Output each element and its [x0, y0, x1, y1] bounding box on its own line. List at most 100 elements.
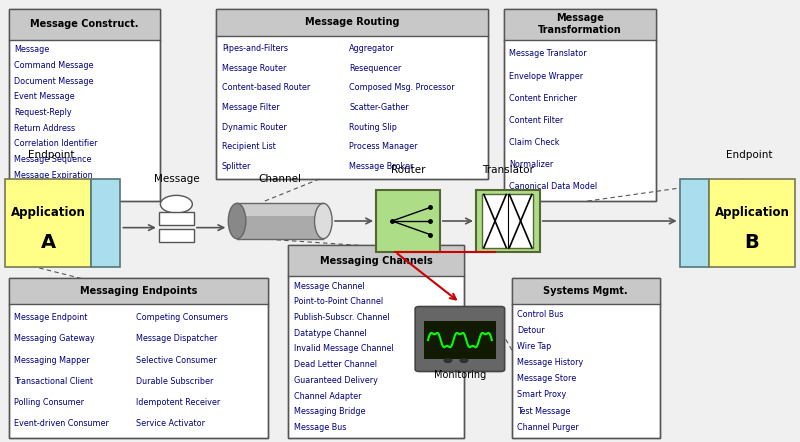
Bar — [376, 190, 440, 252]
Text: Channel Purger: Channel Purger — [518, 423, 579, 431]
Text: Message Sequence: Message Sequence — [14, 155, 92, 164]
Bar — [158, 212, 194, 225]
Text: Message Bus: Message Bus — [294, 423, 346, 432]
Text: Return Address: Return Address — [14, 124, 75, 133]
Text: Publish-Subscr. Channel: Publish-Subscr. Channel — [294, 313, 390, 322]
Text: Competing Consumers: Competing Consumers — [136, 313, 228, 322]
Bar — [9, 278, 268, 304]
Text: Envelope Wrapper: Envelope Wrapper — [510, 72, 583, 80]
Text: Channel Adapter: Channel Adapter — [294, 392, 362, 400]
Text: Messaging Mapper: Messaging Mapper — [14, 356, 90, 365]
Bar — [709, 179, 795, 267]
Text: Message Broker: Message Broker — [350, 162, 414, 171]
Bar — [9, 278, 268, 438]
Bar — [504, 9, 656, 201]
Text: Point-to-Point Channel: Point-to-Point Channel — [294, 297, 383, 306]
Text: Message Store: Message Store — [518, 374, 577, 383]
Text: Endpoint: Endpoint — [726, 150, 772, 160]
Text: Message Routing: Message Routing — [305, 17, 399, 27]
Text: Message Filter: Message Filter — [222, 103, 279, 112]
Text: Event-driven Consumer: Event-driven Consumer — [14, 419, 109, 428]
Text: Event Message: Event Message — [14, 92, 75, 101]
Circle shape — [460, 358, 468, 362]
Text: Canonical Data Model: Canonical Data Model — [510, 182, 598, 191]
Bar — [504, 9, 656, 201]
Text: Application: Application — [10, 206, 86, 219]
Text: Messaging Bridge: Messaging Bridge — [294, 407, 366, 416]
Bar — [504, 9, 656, 40]
Text: Test Message: Test Message — [518, 407, 570, 415]
Text: Selective Consumer: Selective Consumer — [136, 356, 217, 365]
Text: Content-based Router: Content-based Router — [222, 84, 310, 92]
Text: Aggregator: Aggregator — [350, 44, 395, 53]
Text: Format Indicator: Format Indicator — [14, 187, 81, 195]
Text: Monitoring: Monitoring — [434, 370, 486, 380]
Bar — [288, 245, 464, 438]
Text: Content Filter: Content Filter — [510, 116, 564, 125]
Text: Message: Message — [154, 174, 199, 184]
Bar — [9, 278, 268, 438]
Text: Channel: Channel — [258, 174, 302, 184]
Text: Message Channel: Message Channel — [294, 282, 364, 291]
Bar — [288, 245, 464, 438]
Text: A: A — [41, 233, 56, 252]
Text: Service Activator: Service Activator — [136, 419, 205, 428]
Text: Message Expiration: Message Expiration — [14, 171, 93, 180]
Text: Message Endpoint: Message Endpoint — [14, 313, 87, 322]
Text: Invalid Message Channel: Invalid Message Channel — [294, 344, 394, 354]
Text: Dead Letter Channel: Dead Letter Channel — [294, 360, 377, 369]
Bar — [91, 179, 121, 267]
Text: Document Message: Document Message — [14, 76, 94, 86]
Bar — [216, 9, 488, 36]
Text: Control Bus: Control Bus — [518, 310, 564, 319]
Text: Splitter: Splitter — [222, 162, 251, 171]
Text: Message History: Message History — [518, 358, 584, 367]
Text: Routing Slip: Routing Slip — [350, 122, 398, 132]
Bar — [237, 203, 323, 239]
Text: Message: Message — [14, 45, 50, 54]
Text: Smart Proxy: Smart Proxy — [518, 390, 566, 400]
Text: Message Router: Message Router — [222, 64, 286, 73]
Text: Resequencer: Resequencer — [350, 64, 402, 73]
Text: Guaranteed Delivery: Guaranteed Delivery — [294, 376, 378, 385]
Text: Pipes-and-Filters: Pipes-and-Filters — [222, 44, 288, 53]
Text: Messaging Channels: Messaging Channels — [320, 255, 433, 266]
Text: Datatype Channel: Datatype Channel — [294, 329, 366, 338]
Bar — [9, 9, 160, 201]
Text: Process Manager: Process Manager — [350, 142, 418, 151]
Text: Dynamic Router: Dynamic Router — [222, 122, 286, 132]
Text: B: B — [745, 233, 759, 252]
Text: Composed Msg. Processor: Composed Msg. Processor — [350, 84, 455, 92]
Bar — [216, 9, 488, 179]
Text: Normalizer: Normalizer — [510, 160, 554, 169]
Bar — [512, 278, 659, 438]
Circle shape — [160, 195, 192, 213]
Text: Durable Subscriber: Durable Subscriber — [136, 377, 213, 386]
Bar — [288, 245, 464, 276]
Text: Command Message: Command Message — [14, 61, 94, 70]
Bar — [9, 9, 160, 40]
Text: Correlation Identifier: Correlation Identifier — [14, 139, 98, 149]
Text: Scatter-Gather: Scatter-Gather — [350, 103, 409, 112]
Text: Polling Consumer: Polling Consumer — [14, 398, 84, 407]
Bar — [476, 190, 540, 252]
Text: Message Translator: Message Translator — [510, 50, 587, 58]
Bar — [679, 179, 709, 267]
Text: Message Construct.: Message Construct. — [30, 19, 138, 29]
Text: Messaging Endpoints: Messaging Endpoints — [80, 286, 197, 296]
Ellipse shape — [314, 203, 332, 239]
Ellipse shape — [228, 203, 246, 239]
Text: Content Enricher: Content Enricher — [510, 94, 578, 103]
Text: Router: Router — [390, 165, 426, 175]
Bar — [482, 194, 534, 248]
Text: Wire Tap: Wire Tap — [518, 342, 552, 351]
Text: Message
Transformation: Message Transformation — [538, 13, 622, 35]
Bar — [424, 321, 496, 359]
Text: Messaging Gateway: Messaging Gateway — [14, 335, 95, 343]
Text: Application: Application — [714, 206, 790, 219]
Text: Idempotent Receiver: Idempotent Receiver — [136, 398, 220, 407]
Bar — [5, 179, 91, 267]
Text: Recipient List: Recipient List — [222, 142, 276, 151]
Text: Detour: Detour — [518, 326, 545, 335]
Text: Systems Mgmt.: Systems Mgmt. — [543, 286, 628, 296]
